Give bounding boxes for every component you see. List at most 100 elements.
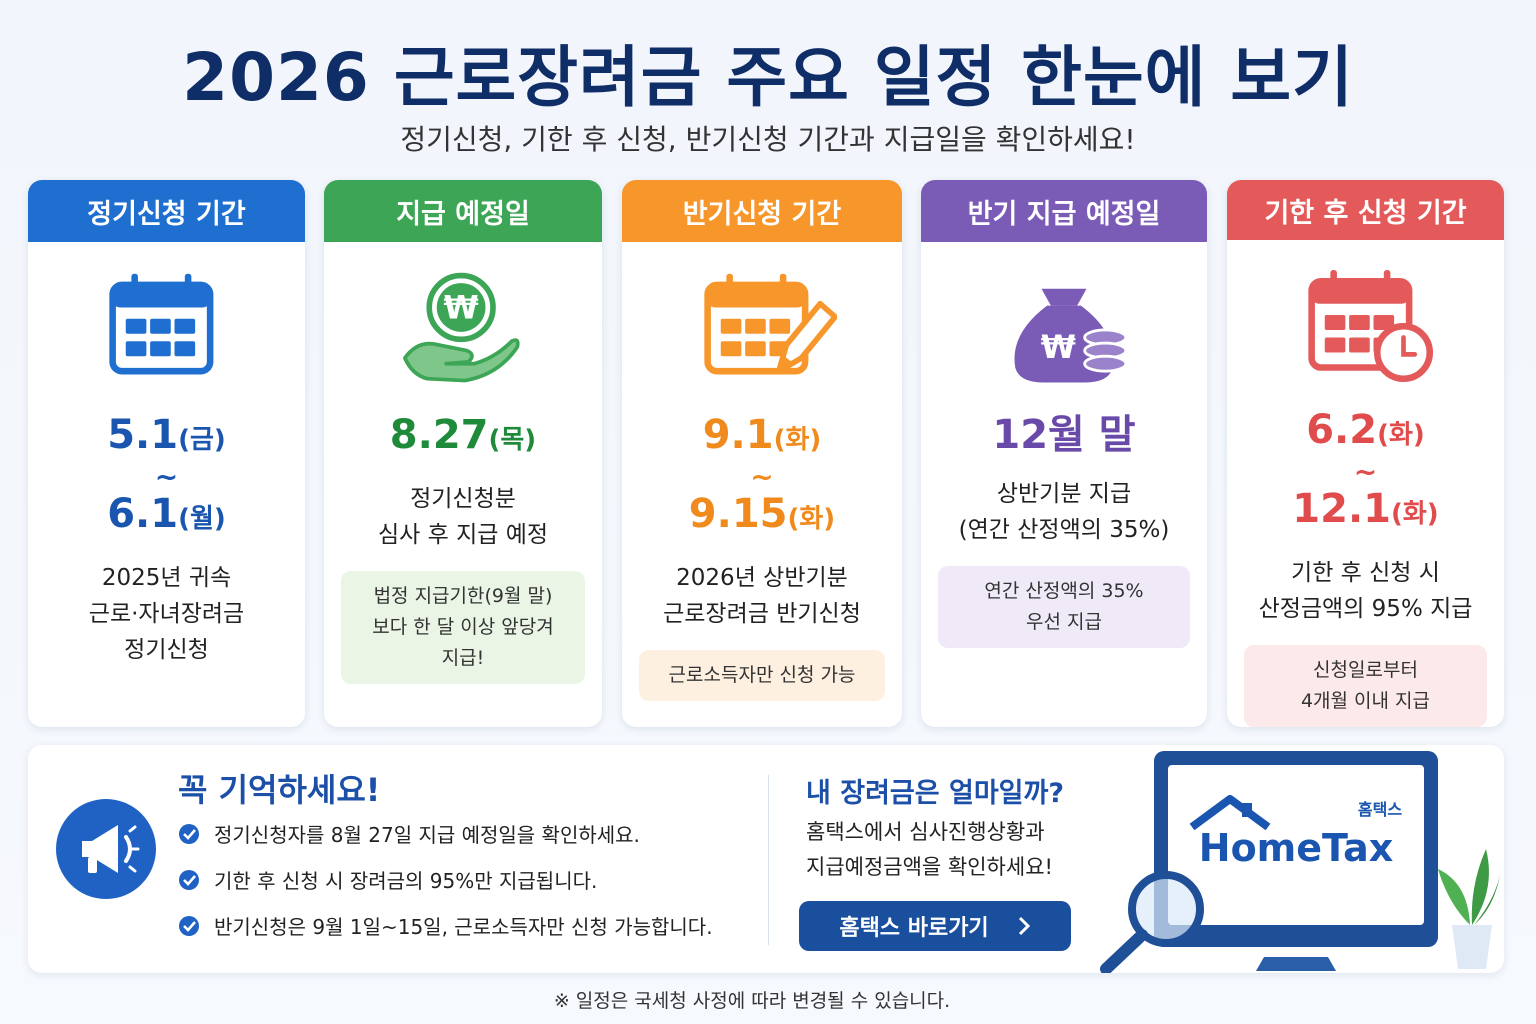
icon-part (726, 273, 733, 295)
text-line: 정기신청 (124, 637, 209, 663)
card: 기한 후 신청 기간 6.2(화) ~12.1(화) 기한 후 신청 시 산정금액의 9… (1227, 180, 1504, 727)
text-line: 지급예정금액을 확인하세요! (806, 855, 1053, 879)
icon-part (149, 318, 171, 334)
text-line: 근로소득자만 신청 가능 (668, 664, 856, 686)
icon-part (745, 341, 766, 357)
date-block: 6.2(화) ~12.1(화) (1292, 407, 1438, 537)
card-description: 2026년 상반기분 근로장려금 반기신청 (663, 560, 861, 632)
date-block: 5.1(금) ~6.1(월) (107, 412, 226, 542)
card: 반기 지급 예정일 ₩12월 말 상반기분 지급 (연간 산정액의 35%) 연간 산정… (921, 180, 1207, 727)
item-text: 기한 후 신청 시 장려금의 95%만 지급됩니다. (214, 869, 598, 893)
date-row: 6.2(화) (1306, 407, 1425, 458)
check-icon (179, 915, 199, 936)
icon-part (1311, 281, 1409, 305)
button-label: 홈택스 바로가기 (839, 916, 989, 941)
icon-part (184, 273, 191, 295)
day-text: (화) (1377, 420, 1425, 450)
icon-part (183, 874, 196, 886)
remember-item: 정기신청자를 8월 27일 지급 예정일을 확인하세요. (178, 819, 640, 848)
text-line: 홈택스에서 심사진행상황과 (806, 820, 1045, 844)
date-row: 12.1(화) (1292, 486, 1438, 537)
text-line: 정기신청분 (410, 486, 516, 512)
card-title: 반기신청 기간 (622, 180, 902, 242)
card-note: 법정 지급기한(9월 말) 보다 한 달 이상 앞당겨 지급! (340, 571, 586, 684)
text-line: 법정 지급기한(9월 말) (373, 585, 553, 607)
date-row: 12월 말 (992, 412, 1135, 458)
icon-part (112, 284, 210, 308)
item-text: 정기신청자를 8월 27일 지급 예정일을 확인하세요. (214, 823, 640, 847)
icon-part (720, 341, 742, 357)
icon-part (1383, 270, 1390, 292)
day-text: (금) (178, 425, 226, 455)
date-separator: ~ (1353, 455, 1378, 488)
logo-small: 홈택스 (1358, 800, 1402, 819)
icon-part (436, 283, 486, 332)
icon-part (403, 338, 520, 383)
icon-part (179, 823, 199, 844)
text-line: 2025년 귀속 (101, 565, 232, 591)
icon-part (1083, 354, 1128, 373)
date-row: 8.27(목) (390, 412, 536, 463)
card-title: 지급 예정일 (324, 180, 602, 242)
card-icon: ₩ (1014, 288, 1128, 383)
icon-part (1329, 270, 1337, 292)
icon-part (130, 273, 138, 295)
date-separator: ~ (154, 460, 179, 493)
text-line: 4개월 이내 지급 (1300, 690, 1431, 712)
text-line: 보다 한 달 이상 앞당겨 (372, 616, 554, 638)
icon-part (776, 300, 837, 374)
icon-part (1348, 337, 1370, 353)
text-line: 심사 후 지급 예정 (377, 522, 549, 548)
text-line: 신청일로부터 (1313, 659, 1418, 681)
icon-part (125, 318, 146, 334)
text-line: 상반기분 지급 (996, 481, 1132, 507)
day-text: (화) (787, 504, 836, 534)
card-description: 2025년 귀속 근로·자녀장려금 정기신청 (89, 560, 244, 668)
day-text: (월) (178, 504, 226, 534)
icon-symbol: ₩ (444, 289, 479, 327)
remember-item: 기한 후 신청 시 장려금의 95%만 지급됩니다. (178, 865, 597, 894)
text-line: (연간 산정액의 35%) (958, 517, 1170, 543)
check-icon (179, 823, 199, 844)
logo: HomeTax (1199, 826, 1393, 870)
date-block: 9.1(화) ~9.15(화) (689, 412, 835, 542)
bottom-panel: 꼭 기억하세요! 정기신청자를 8월 27일 지급 예정일을 확인하세요. 기한 … (28, 745, 1504, 973)
date-text: 9.1 (702, 412, 774, 458)
day-text: (화) (773, 425, 822, 455)
card: 정기신청 기간 5.1(금) ~6.1(월) 2025년 귀속 근로·자녀장려금 정기신청 (28, 180, 305, 727)
card-title: 정기신청 기간 (28, 180, 305, 242)
icon-part (1324, 337, 1345, 353)
page-subtitle: 정기신청, 기한 후 신청, 반기신청 기간과 지급일을 확인하세요! (400, 123, 1136, 156)
text-line: 연간 산정액의 35% (984, 580, 1144, 602)
icon-part (720, 318, 742, 334)
date-block: 12월 말 (992, 412, 1135, 458)
day-text: (목) (488, 425, 537, 455)
monitor-illustration: 홈택스 HomeTax (1100, 751, 1500, 973)
date-text: 6.2 (1306, 407, 1378, 453)
day-text: (화) (1391, 499, 1439, 529)
card-icon: ₩ (403, 272, 520, 383)
icon-part (1324, 315, 1345, 331)
item-text: 반기신청은 9월 1일~15일, 근로소득자만 신청 가능합니다. (214, 915, 713, 939)
icon-part (707, 284, 806, 308)
icon-part (174, 318, 195, 334)
icon-part (769, 318, 791, 334)
icon-part (1373, 315, 1394, 331)
icon-part (179, 915, 199, 936)
icon-part (179, 869, 199, 890)
card-icon (1307, 270, 1433, 383)
card: 반기신청 기간 9.1(화) ~9.15(화) 2026년 상반기분 근로장려금 반기신… (622, 180, 902, 727)
date-text: 12.1 (1292, 486, 1391, 532)
date-row: 9.1(화) (703, 412, 822, 463)
text-line: 산정금액의 95% 지급 (1258, 596, 1473, 622)
date-row: 6.1(월) (107, 491, 226, 542)
icon-part (778, 356, 794, 372)
text-line: 근로장려금 반기신청 (663, 601, 861, 627)
icon-part (1400, 335, 1417, 358)
megaphone-icon (56, 799, 156, 899)
date-text: 6.1 (107, 491, 179, 537)
hometax-button[interactable]: 홈택스 바로가기 (799, 901, 1071, 951)
card-note: 근로소득자만 신청 가능 (638, 650, 886, 701)
